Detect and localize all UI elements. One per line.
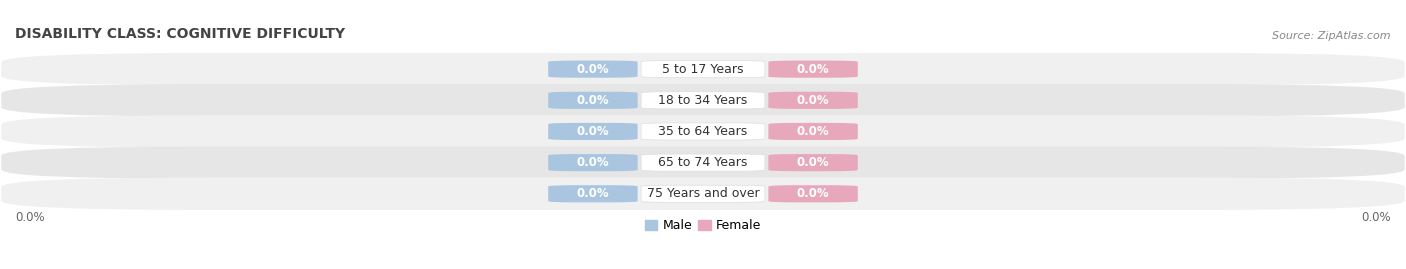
Text: 65 to 74 Years: 65 to 74 Years — [658, 156, 748, 169]
FancyBboxPatch shape — [548, 154, 638, 171]
Text: 0.0%: 0.0% — [576, 125, 609, 138]
Text: 0.0%: 0.0% — [797, 94, 830, 107]
FancyBboxPatch shape — [641, 123, 765, 140]
Text: 35 to 64 Years: 35 to 64 Years — [658, 125, 748, 138]
Text: 0.0%: 0.0% — [576, 94, 609, 107]
FancyBboxPatch shape — [768, 123, 858, 140]
FancyBboxPatch shape — [1, 146, 1405, 179]
FancyBboxPatch shape — [768, 154, 858, 171]
FancyBboxPatch shape — [548, 185, 638, 202]
Text: 0.0%: 0.0% — [797, 187, 830, 200]
Text: 0.0%: 0.0% — [1361, 211, 1391, 224]
FancyBboxPatch shape — [768, 61, 858, 78]
Text: Source: ZipAtlas.com: Source: ZipAtlas.com — [1272, 31, 1391, 41]
FancyBboxPatch shape — [1, 115, 1405, 148]
FancyBboxPatch shape — [1, 178, 1405, 210]
Text: 0.0%: 0.0% — [576, 156, 609, 169]
FancyBboxPatch shape — [548, 123, 638, 140]
Text: 18 to 34 Years: 18 to 34 Years — [658, 94, 748, 107]
Text: DISABILITY CLASS: COGNITIVE DIFFICULTY: DISABILITY CLASS: COGNITIVE DIFFICULTY — [15, 27, 346, 41]
FancyBboxPatch shape — [641, 92, 765, 109]
Text: 75 Years and over: 75 Years and over — [647, 187, 759, 200]
FancyBboxPatch shape — [768, 185, 858, 202]
FancyBboxPatch shape — [768, 92, 858, 109]
Text: 0.0%: 0.0% — [797, 156, 830, 169]
FancyBboxPatch shape — [1, 53, 1405, 85]
Text: 5 to 17 Years: 5 to 17 Years — [662, 63, 744, 76]
FancyBboxPatch shape — [548, 92, 638, 109]
Text: 0.0%: 0.0% — [576, 187, 609, 200]
Legend: Male, Female: Male, Female — [640, 214, 766, 238]
FancyBboxPatch shape — [641, 185, 765, 202]
FancyBboxPatch shape — [641, 154, 765, 171]
FancyBboxPatch shape — [548, 61, 638, 78]
Text: 0.0%: 0.0% — [576, 63, 609, 76]
Text: 0.0%: 0.0% — [797, 63, 830, 76]
Text: 0.0%: 0.0% — [797, 125, 830, 138]
Text: 0.0%: 0.0% — [15, 211, 45, 224]
FancyBboxPatch shape — [641, 61, 765, 78]
FancyBboxPatch shape — [1, 84, 1405, 116]
